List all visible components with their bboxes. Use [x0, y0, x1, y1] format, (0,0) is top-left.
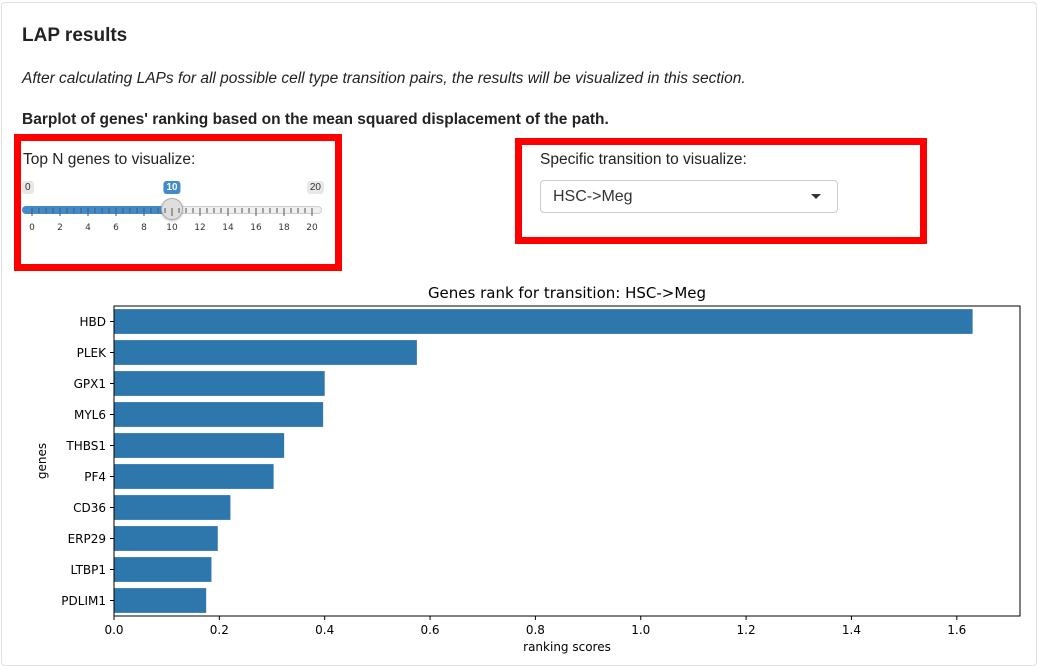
slider-max-label: 20 — [306, 181, 324, 194]
x-tick-label: 1.0 — [631, 623, 650, 637]
slider-tick-label: 10 — [166, 223, 178, 233]
y-tick-label: THBS1 — [65, 439, 106, 453]
section-description: After calculating LAPs for all possible … — [22, 70, 746, 87]
bar-plek — [114, 340, 417, 365]
bar-cd36 — [114, 495, 231, 520]
bar-pdlim1 — [114, 588, 207, 613]
y-tick-label: PLEK — [77, 346, 108, 360]
x-tick-label: 1.2 — [737, 623, 756, 637]
slider-tick-label: 2 — [57, 223, 63, 233]
x-tick-label: 1.6 — [947, 623, 966, 637]
transition-select[interactable]: HSC->Meg — [540, 180, 838, 213]
slider-tick-label: 8 — [141, 223, 147, 233]
x-tick-label: 0.6 — [420, 623, 439, 637]
barplot-heading: Barplot of genes' ranking based on the m… — [22, 111, 609, 128]
genes-rank-barplot: Genes rank for transition: HSC->Meg HBD PL… — [30, 279, 1030, 663]
y-tick-label: CD36 — [73, 501, 106, 515]
chevron-down-icon — [811, 194, 821, 199]
barplot-svg: Genes rank for transition: HSC->Meg HBD PL… — [35, 284, 1021, 654]
x-tick-label: 0.4 — [315, 623, 334, 637]
y-tick-label: PDLIM1 — [61, 594, 106, 608]
y-tick-label: PF4 — [84, 470, 106, 484]
slider-tick-label: 16 — [250, 223, 262, 233]
x-tick-label: 0.8 — [526, 623, 545, 637]
bar-thbs1 — [114, 433, 285, 458]
slider-tick-label: 4 — [85, 223, 91, 233]
y-tick-label: GPX1 — [74, 377, 106, 391]
x-tick-label: 0.0 — [104, 623, 123, 637]
slider-tick-label: 20 — [306, 223, 318, 233]
x-tick-label: 1.4 — [842, 623, 861, 637]
select-highlight-box — [515, 138, 927, 244]
top-n-slider-label: Top N genes to visualize: — [23, 151, 196, 168]
x-tick-label: 0.2 — [210, 623, 229, 637]
slider-tick-label: 12 — [194, 223, 205, 233]
top-n-genes-slider[interactable]: 0 20 10 0 2 4 6 8 10 12 14 16 18 20 — [22, 179, 324, 243]
x-axis-label: ranking scores — [523, 640, 611, 654]
y-axis-label: genes — [35, 443, 49, 479]
bar-myl6 — [114, 402, 324, 427]
chart-title: Genes rank for transition: HSC->Meg — [428, 284, 706, 302]
bar-ltbp1 — [114, 557, 212, 582]
slider-tick-label: 6 — [113, 223, 119, 233]
y-tick-label: LTBP1 — [71, 563, 106, 577]
bar-gpx1 — [114, 371, 325, 396]
slider-tick-label: 14 — [222, 223, 234, 233]
transition-select-value: HSC->Meg — [553, 188, 633, 205]
slider-tick-label: 18 — [278, 223, 290, 233]
bar-erp29 — [114, 526, 218, 551]
section-title: LAP results — [22, 25, 128, 46]
slider-tick-label: 0 — [29, 223, 35, 233]
slider-highlight-box — [14, 134, 342, 271]
slider-fill-bar — [22, 206, 172, 214]
y-tick-label: MYL6 — [74, 408, 106, 422]
bar-pf4 — [114, 464, 274, 489]
transition-select-label: Specific transition to visualize: — [540, 151, 747, 168]
bar-hbd — [114, 309, 973, 334]
plot-frame — [113, 305, 1021, 617]
slider-min-label: 0 — [22, 181, 34, 194]
y-tick-label: ERP29 — [68, 532, 106, 546]
slider-tick-scale: 0 2 4 6 8 10 12 14 16 18 20 — [29, 208, 318, 233]
y-tick-label: HBD — [80, 315, 107, 329]
slider-value-label: 10 — [163, 181, 181, 194]
